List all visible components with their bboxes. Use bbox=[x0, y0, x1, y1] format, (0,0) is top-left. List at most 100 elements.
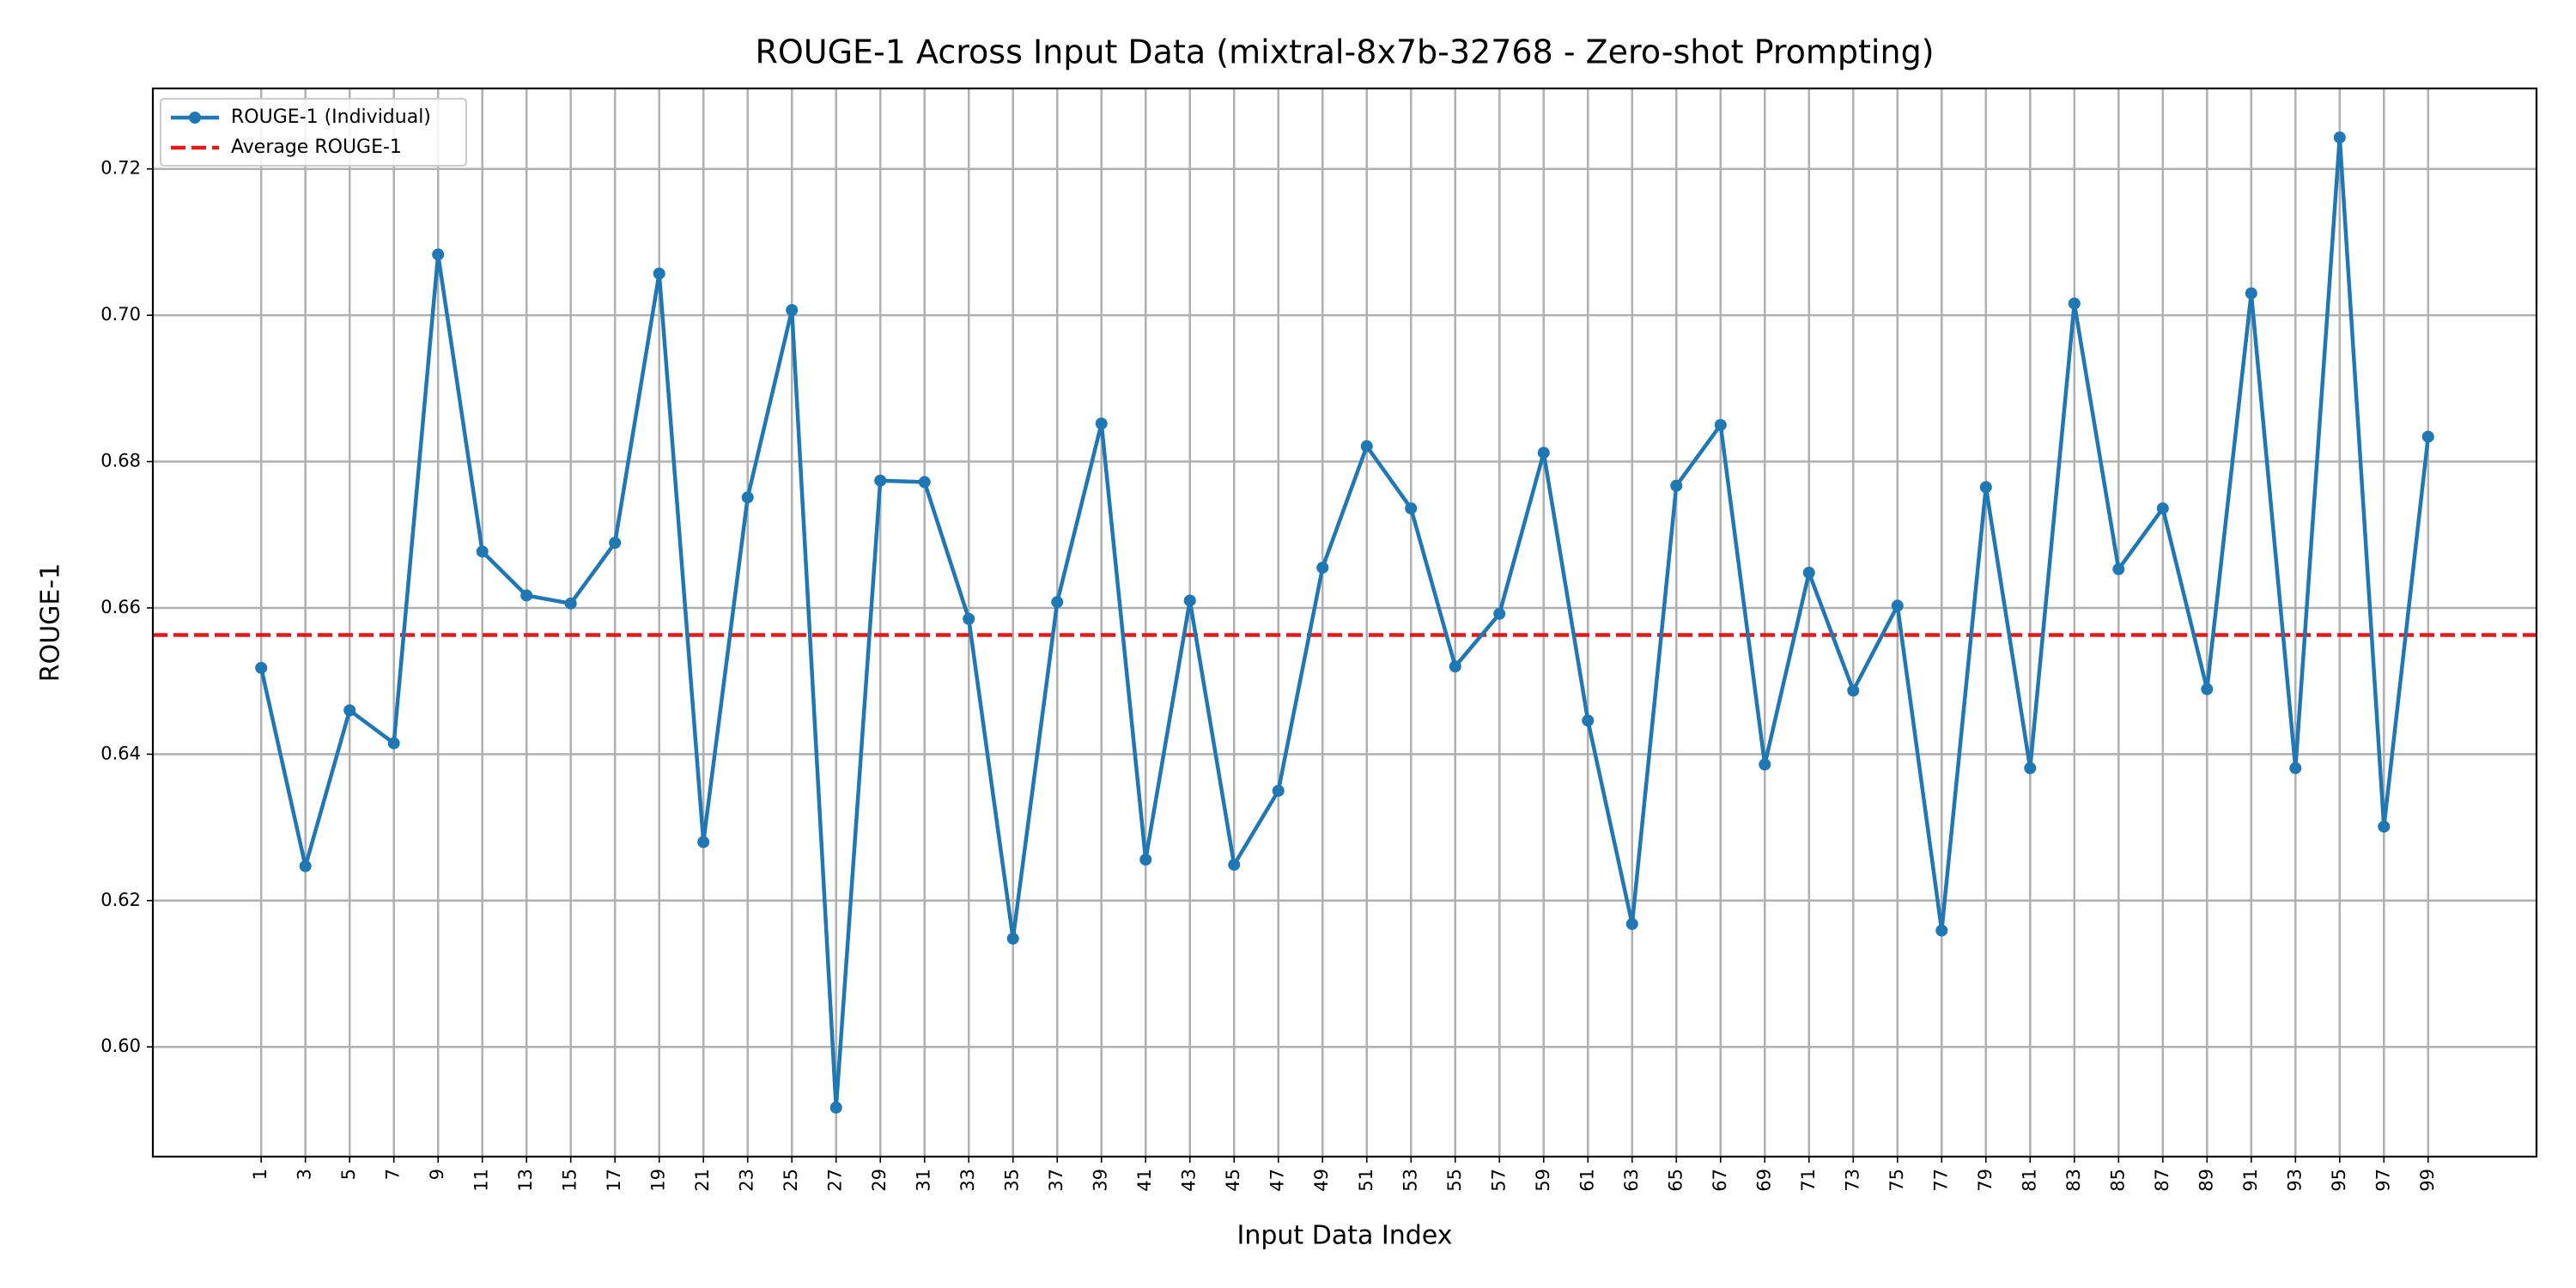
x-tick-label: 81 bbox=[2019, 1169, 2039, 1192]
data-point bbox=[343, 704, 356, 717]
chart-title: ROUGE-1 Across Input Data (mixtral-8x7b-… bbox=[755, 33, 1934, 71]
x-tick-label: 7 bbox=[383, 1169, 404, 1180]
data-point bbox=[1625, 918, 1638, 931]
data-point bbox=[1493, 607, 1506, 620]
x-tick-label: 57 bbox=[1488, 1169, 1509, 1192]
plot-frame bbox=[151, 87, 2538, 1158]
x-tick-label: 93 bbox=[2284, 1169, 2305, 1192]
data-point bbox=[918, 476, 931, 489]
data-point bbox=[1891, 599, 1904, 612]
y-tick-label: 0.72 bbox=[100, 158, 141, 179]
data-point bbox=[1802, 567, 1815, 580]
x-tick-label: 77 bbox=[1930, 1169, 1951, 1192]
x-tick-label: 21 bbox=[692, 1169, 713, 1192]
x-tick-label: 25 bbox=[781, 1169, 801, 1192]
data-point bbox=[1449, 660, 1461, 673]
y-tick-label: 0.68 bbox=[100, 451, 141, 471]
data-point bbox=[1228, 859, 1241, 872]
x-tick-label: 53 bbox=[1400, 1169, 1420, 1192]
x-tick-label: 5 bbox=[338, 1169, 359, 1180]
x-tick-label: 83 bbox=[2063, 1169, 2084, 1192]
data-point bbox=[299, 860, 312, 872]
data-point bbox=[2421, 430, 2434, 443]
x-tick-label: 47 bbox=[1267, 1169, 1288, 1192]
x-tick-label: 85 bbox=[2107, 1169, 2128, 1192]
x-tick-label: 3 bbox=[295, 1169, 315, 1180]
x-tick-label: 19 bbox=[648, 1169, 669, 1192]
x-tick-label: 13 bbox=[515, 1169, 536, 1192]
data-point bbox=[2068, 297, 2081, 310]
data-point bbox=[2245, 287, 2257, 300]
data-point bbox=[1759, 758, 1771, 771]
data-point bbox=[609, 537, 622, 550]
x-tick-label: 15 bbox=[560, 1169, 580, 1192]
data-point bbox=[2333, 131, 2346, 144]
x-tick-label: 11 bbox=[471, 1169, 492, 1192]
y-tick-label: 0.60 bbox=[100, 1036, 141, 1056]
x-axis-label: Input Data Index bbox=[1237, 1221, 1453, 1251]
data-point bbox=[2112, 562, 2125, 575]
x-tick-label: 45 bbox=[1223, 1169, 1243, 1192]
x-tick-label: 65 bbox=[1665, 1169, 1686, 1192]
legend-box bbox=[160, 98, 467, 167]
data-point bbox=[1537, 447, 1550, 459]
x-tick-label: 69 bbox=[1753, 1169, 1774, 1192]
data-point bbox=[432, 248, 445, 261]
legend-label: Average ROUGE-1 bbox=[231, 137, 402, 158]
x-tick-label: 73 bbox=[1842, 1169, 1862, 1192]
y-axis-label: ROUGE-1 bbox=[36, 563, 66, 683]
data-point bbox=[476, 545, 489, 558]
data-point bbox=[1272, 784, 1285, 797]
data-point bbox=[653, 267, 665, 280]
data-point bbox=[1139, 854, 1152, 866]
x-tick-label: 27 bbox=[825, 1169, 846, 1192]
data-point bbox=[1935, 924, 1948, 937]
legend-marker bbox=[189, 112, 201, 124]
data-point bbox=[2201, 683, 2214, 696]
x-tick-label: 1 bbox=[250, 1169, 270, 1180]
data-point bbox=[697, 835, 710, 848]
data-point bbox=[564, 597, 577, 610]
x-tick-label: 89 bbox=[2196, 1169, 2216, 1192]
data-point bbox=[1006, 933, 1019, 945]
legend-label: ROUGE-1 (Individual) bbox=[231, 106, 431, 128]
x-tick-label: 67 bbox=[1710, 1169, 1730, 1192]
data-point bbox=[874, 474, 887, 487]
x-tick-label: 71 bbox=[1798, 1169, 1819, 1192]
data-point bbox=[829, 1101, 842, 1114]
data-line bbox=[258, 135, 2431, 1110]
x-tick-label: 17 bbox=[604, 1169, 624, 1192]
x-tick-label: 91 bbox=[2240, 1169, 2261, 1192]
x-tick-label: 79 bbox=[1975, 1169, 1996, 1192]
x-tick-label: 39 bbox=[1091, 1169, 1111, 1192]
data-point bbox=[1183, 594, 1196, 607]
x-tick-label: 61 bbox=[1577, 1169, 1597, 1192]
data-point bbox=[520, 589, 533, 602]
x-tick-label: 59 bbox=[1533, 1169, 1553, 1192]
x-tick-label: 63 bbox=[1621, 1169, 1642, 1192]
x-tick-label: 97 bbox=[2372, 1169, 2393, 1192]
x-tick-label: 41 bbox=[1134, 1169, 1155, 1192]
data-point bbox=[786, 304, 799, 317]
x-tick-label: 37 bbox=[1046, 1169, 1066, 1192]
data-point bbox=[1582, 714, 1595, 727]
data-point bbox=[1979, 481, 1992, 494]
y-tick-label: 0.64 bbox=[100, 743, 141, 763]
x-tick-label: 87 bbox=[2152, 1169, 2172, 1192]
x-tick-label: 99 bbox=[2417, 1169, 2438, 1192]
data-point bbox=[1316, 562, 1329, 574]
data-point bbox=[963, 612, 975, 625]
y-tick-label: 0.66 bbox=[100, 597, 141, 617]
x-tick-label: 49 bbox=[1311, 1169, 1332, 1192]
y-tick-label: 0.62 bbox=[100, 890, 141, 910]
data-point bbox=[2378, 820, 2391, 833]
data-point bbox=[1051, 596, 1064, 609]
data-point bbox=[1095, 417, 1108, 430]
data-point bbox=[1670, 479, 1683, 492]
x-tick-label: 55 bbox=[1444, 1169, 1465, 1192]
x-tick-label: 33 bbox=[957, 1169, 978, 1192]
x-tick-label: 35 bbox=[1002, 1169, 1023, 1192]
x-tick-label: 43 bbox=[1179, 1169, 1200, 1192]
data-point bbox=[741, 491, 754, 504]
